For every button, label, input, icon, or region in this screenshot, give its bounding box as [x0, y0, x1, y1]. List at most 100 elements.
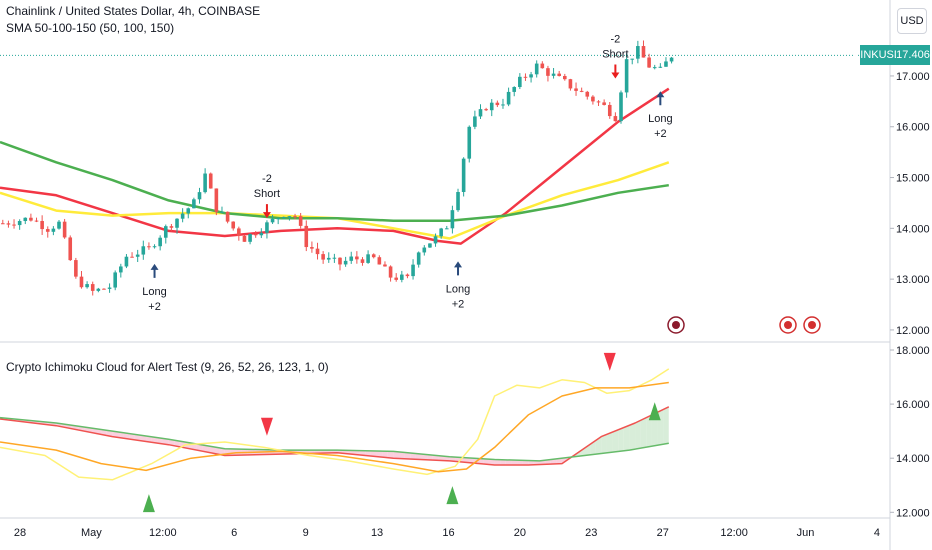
ichimoku-line-4[interactable]: [0, 381, 669, 473]
candle-body[interactable]: [248, 233, 252, 242]
candle-body[interactable]: [585, 91, 590, 97]
candle-body[interactable]: [62, 221, 67, 238]
candle-body[interactable]: [282, 216, 286, 219]
candle-body[interactable]: [467, 126, 472, 159]
candle-body[interactable]: [512, 87, 517, 92]
candle-body[interactable]: [456, 192, 460, 211]
candle-body[interactable]: [411, 264, 415, 277]
candle-body[interactable]: [664, 61, 668, 67]
candle-body[interactable]: [377, 257, 382, 265]
candle-body[interactable]: [652, 67, 657, 69]
candle-body[interactable]: [326, 257, 331, 260]
candle-body[interactable]: [416, 252, 421, 265]
candle-body[interactable]: [551, 73, 556, 76]
candle-body[interactable]: [495, 102, 500, 106]
candle-body[interactable]: [630, 58, 635, 60]
candle-body[interactable]: [400, 274, 404, 280]
candle-body[interactable]: [405, 274, 410, 277]
candle-body[interactable]: [461, 158, 466, 193]
candle-body[interactable]: [102, 288, 106, 290]
candle-body[interactable]: [40, 221, 44, 230]
candle-body[interactable]: [636, 46, 640, 59]
candle-body[interactable]: [180, 213, 185, 219]
candle-body[interactable]: [34, 220, 39, 222]
candle-body[interactable]: [641, 46, 646, 58]
candle-body[interactable]: [546, 68, 550, 76]
candle-body[interactable]: [107, 287, 112, 289]
candle-body[interactable]: [523, 76, 528, 78]
candle-body[interactable]: [68, 237, 73, 261]
candle-body[interactable]: [506, 91, 511, 105]
candle-body[interactable]: [90, 284, 95, 291]
candle-body[interactable]: [433, 236, 438, 244]
candle-body[interactable]: [428, 243, 432, 248]
candle-body[interactable]: [669, 57, 674, 62]
candle-body[interactable]: [192, 199, 196, 209]
candle-body[interactable]: [119, 266, 123, 273]
candle-body[interactable]: [360, 259, 365, 263]
candle-body[interactable]: [478, 109, 483, 117]
candle-body[interactable]: [6, 223, 11, 225]
candle-body[interactable]: [518, 76, 522, 88]
candle-body[interactable]: [147, 246, 151, 248]
candle-body[interactable]: [484, 109, 488, 111]
candle-body[interactable]: [124, 256, 129, 267]
candle-body[interactable]: [208, 173, 213, 189]
candle-body[interactable]: [602, 102, 606, 105]
candle-body[interactable]: [17, 221, 22, 226]
candle-body[interactable]: [113, 272, 117, 288]
sma-line-3[interactable]: [0, 140, 669, 222]
candle-body[interactable]: [315, 248, 320, 255]
candle-body[interactable]: [259, 232, 264, 236]
candle-body[interactable]: [394, 277, 398, 280]
candle-body[interactable]: [298, 216, 303, 226]
candle-body[interactable]: [203, 173, 207, 193]
candle-body[interactable]: [293, 216, 297, 218]
candle-body[interactable]: [45, 229, 50, 232]
candle-body[interactable]: [371, 254, 376, 258]
candle-body[interactable]: [383, 264, 387, 267]
candle-body[interactable]: [540, 63, 545, 69]
candle-body[interactable]: [647, 57, 651, 68]
candle-body[interactable]: [338, 257, 342, 265]
candle-body[interactable]: [619, 92, 623, 122]
candle-body[interactable]: [422, 247, 427, 253]
candle-body[interactable]: [624, 59, 629, 93]
sma-line-1[interactable]: [0, 87, 670, 245]
candle-body[interactable]: [557, 73, 561, 77]
candle-body[interactable]: [287, 216, 292, 218]
candle-body[interactable]: [343, 260, 348, 265]
candle-body[interactable]: [0, 223, 5, 225]
candle-body[interactable]: [276, 218, 280, 220]
candle-body[interactable]: [175, 218, 179, 228]
candle-body[interactable]: [141, 246, 146, 255]
candle-body[interactable]: [304, 225, 309, 248]
candle-body[interactable]: [310, 247, 314, 249]
candle-body[interactable]: [607, 104, 612, 117]
candle-body[interactable]: [130, 256, 134, 258]
candle-body[interactable]: [658, 66, 663, 68]
ichimoku-line-1[interactable]: [0, 406, 670, 466]
candle-body[interactable]: [591, 96, 595, 102]
candle-body[interactable]: [568, 79, 573, 89]
candle-body[interactable]: [29, 217, 33, 221]
candle-body[interactable]: [388, 266, 393, 278]
candle-body[interactable]: [355, 256, 359, 260]
candle-body[interactable]: [158, 237, 162, 247]
candle-body[interactable]: [596, 101, 601, 103]
candle-body[interactable]: [574, 88, 578, 91]
candle-body[interactable]: [197, 192, 202, 200]
candle-body[interactable]: [152, 246, 157, 248]
currency-button[interactable]: USD: [897, 8, 927, 34]
candle-body[interactable]: [12, 224, 16, 226]
candle-body[interactable]: [214, 188, 219, 212]
candle-body[interactable]: [265, 222, 269, 233]
candle-body[interactable]: [473, 116, 477, 127]
ichimoku-line-2[interactable]: [0, 416, 669, 462]
candle-body[interactable]: [444, 228, 449, 230]
candle-body[interactable]: [332, 257, 337, 259]
candle-body[interactable]: [51, 228, 56, 232]
candle-body[interactable]: [270, 218, 275, 223]
candle-body[interactable]: [237, 228, 241, 236]
